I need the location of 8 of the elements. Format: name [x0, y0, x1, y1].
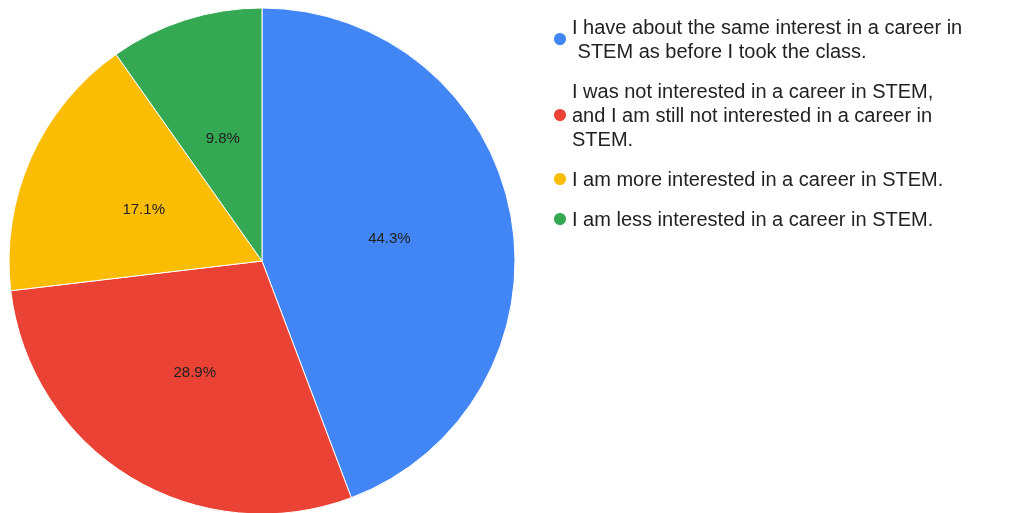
legend-label: I was not interested in a career in STEM, and I am still not interested in a career in STEM. [572, 80, 939, 150]
data-label: 17.1% [122, 199, 165, 217]
data-label: 28.9% [173, 363, 217, 381]
data-label: 44.3% [368, 229, 411, 247]
legend-label: I have about the same interest in a career in STEM as before I took the class. [572, 16, 963, 62]
legend-label: I am less interested in a career in STEM. [572, 208, 934, 230]
data-label: 9.8% [205, 129, 240, 147]
legend-label: I am more interested in a career in STEM. [572, 168, 944, 190]
